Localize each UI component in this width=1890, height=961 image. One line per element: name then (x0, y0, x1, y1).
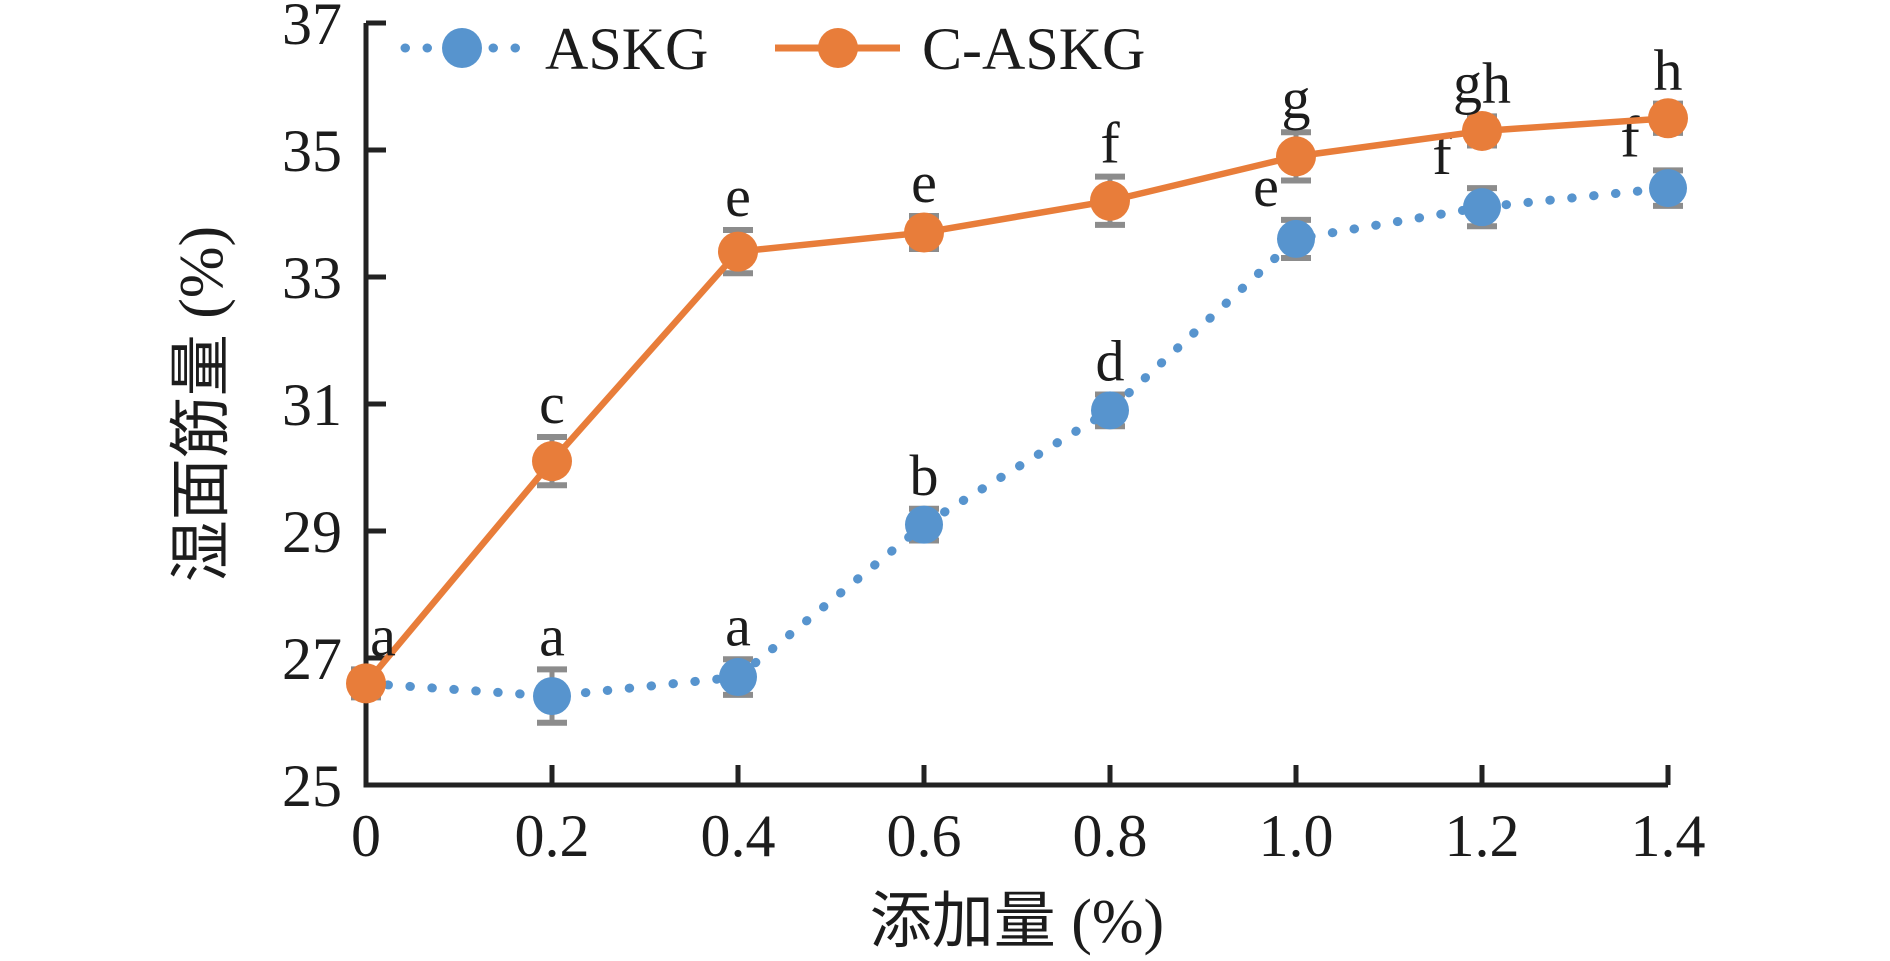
data-point-marker (718, 231, 758, 272)
x-tick-label: 0.4 (701, 803, 776, 869)
series-c-askg: a c e e f g gh h (346, 38, 1688, 704)
y-tick-label: 37 (282, 0, 342, 57)
point-letter-label: h (1654, 38, 1683, 103)
point-letter-label: e (725, 164, 751, 229)
axes: 25 27 29 31 33 35 37 0 0.2 0.4 0.6 0.8 1.0 1.2 1.4 (282, 0, 1706, 869)
point-letter-label: a (725, 593, 751, 658)
y-tick-label: 33 (282, 245, 342, 311)
point-letter-label: f (1432, 122, 1452, 187)
y-axis-title: 湿面筋量 (%) (168, 226, 236, 582)
legend-item-askg: ASKG (400, 16, 708, 82)
y-tick-label: 27 (282, 626, 342, 692)
data-point-marker (532, 441, 572, 482)
data-point-marker (719, 658, 757, 697)
legend-item-c-askg: C-ASKG (775, 16, 1145, 82)
data-series: a a b d e f fa c e e f g gh h (346, 38, 1688, 726)
point-letter-label: a (539, 603, 565, 668)
x-tick-label: 0.2 (515, 803, 590, 869)
y-tick-label: 31 (282, 372, 342, 438)
c-askg-marker-sample (818, 28, 858, 68)
data-point-marker (1648, 98, 1688, 139)
x-tick-label: 1.4 (1631, 803, 1706, 869)
legend-label-c-askg: C-ASKG (922, 16, 1145, 82)
data-point-marker (1090, 180, 1130, 221)
data-point-marker (905, 505, 943, 544)
series-askg: a a b d e f f (347, 104, 1687, 726)
data-point-marker (533, 677, 571, 716)
data-point-marker (346, 663, 386, 704)
x-axis-title: 添加量 (%) (870, 888, 1164, 956)
data-point-marker (1649, 169, 1687, 208)
x-tick-label: 1.2 (1445, 803, 1520, 869)
y-tick-label: 29 (282, 499, 342, 565)
legend-label-askg: ASKG (545, 16, 708, 82)
point-letter-label: gh (1453, 50, 1511, 115)
y-tick-label: 35 (282, 118, 342, 184)
data-point-marker (1091, 391, 1129, 430)
askg-marker-sample (442, 28, 482, 68)
y-tick-label: 25 (282, 753, 342, 819)
point-letter-label: c (539, 371, 565, 436)
data-point-marker (1463, 188, 1501, 227)
point-letter-label: b (910, 443, 939, 508)
point-letter-label: g (1282, 66, 1311, 131)
point-letter-label: f (1100, 111, 1120, 176)
legend: ASKG C-ASKG (400, 16, 1145, 82)
data-point-marker (1277, 219, 1315, 258)
x-tick-label: 1.0 (1259, 803, 1334, 869)
x-tick-label: 0.8 (1073, 803, 1148, 869)
point-letter-label: d (1096, 328, 1125, 393)
x-tick-label: 0 (351, 803, 381, 869)
x-tick-label: 0.6 (887, 803, 962, 869)
point-letter-label: a (370, 603, 396, 668)
data-point-marker (1462, 110, 1502, 151)
point-letter-label: f (1620, 104, 1640, 169)
data-point-marker (904, 212, 944, 253)
data-point-marker (1276, 136, 1316, 177)
series-line-c-askg (363, 115, 1669, 686)
point-letter-label: e (911, 150, 937, 215)
series-line-askg (361, 183, 1673, 701)
